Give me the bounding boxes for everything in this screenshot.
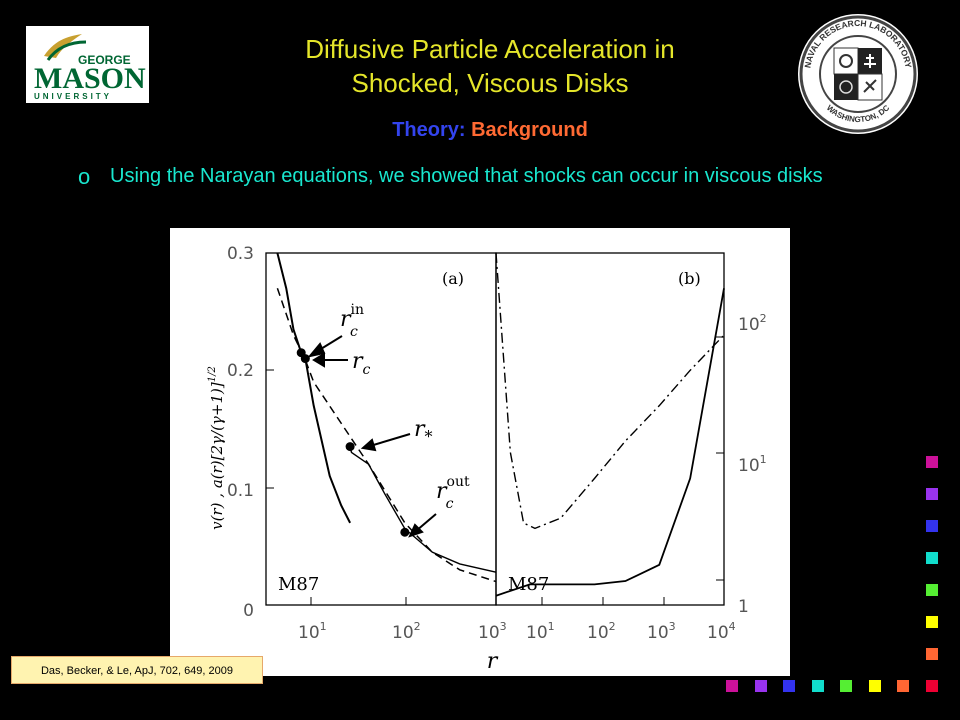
x-tick-b-1000: 103 — [647, 620, 676, 643]
x-tick-a-1000: 103 — [478, 620, 507, 643]
rc-out-sub: c — [446, 496, 454, 512]
nav-square-right-6[interactable] — [926, 616, 938, 628]
right-tick-10: 101 — [738, 453, 767, 476]
x-tick-b-10: 101 — [526, 620, 555, 643]
y-tick-0-2: 0.2 — [227, 361, 254, 381]
panel-a-name: M87 — [278, 574, 319, 595]
critical-point-3 — [345, 442, 355, 452]
nav-square-bottom-8[interactable] — [925, 680, 938, 692]
nav-square-right-7[interactable] — [926, 648, 938, 660]
y-axis-label: v(r) , a(r)[2γ/(γ+1)]1/2 — [207, 366, 226, 530]
rc-in-label: rin c — [340, 302, 364, 340]
panel-a-series-3 — [276, 287, 497, 583]
slide-subtitle: Theory: Background — [160, 119, 820, 142]
right-tick-100: 102 — [738, 312, 767, 335]
nav-square-right-2[interactable] — [926, 488, 938, 500]
critical-point-2 — [300, 354, 310, 364]
nav-square-bottom-5[interactable] — [840, 680, 852, 692]
x-tick-b-100: 102 — [587, 620, 616, 643]
x-tick-a-1000-exp: 3 — [500, 620, 507, 633]
r-star-arrow — [369, 433, 411, 447]
x-tick-a-10: 101 — [298, 620, 327, 643]
slide-title: Diffusive Particle Acceleration in Shock… — [160, 32, 820, 100]
panel-b-label: (b) — [678, 269, 701, 288]
x-tick-a-100: 102 — [392, 620, 421, 643]
logo-george-text: GEORGE — [78, 53, 131, 67]
rc-out-sup: out — [447, 474, 470, 490]
title-line-2: Shocked, Viscous Disks — [351, 68, 629, 98]
nav-square-bottom-6[interactable] — [868, 680, 881, 692]
right-tick-100-exp: 2 — [760, 312, 767, 325]
y-axis-label-exp: 1/2 — [207, 366, 218, 382]
george-mason-logo: GEORGE MASON UNIVERSITY — [26, 26, 149, 103]
rc-in-arrowhead — [307, 342, 326, 358]
y-tick-0-1: 0.1 — [227, 481, 254, 501]
r-star-label: r* — [414, 417, 433, 446]
x-tick-b-1000-exp: 3 — [669, 620, 676, 633]
r-star-sub: * — [425, 427, 433, 446]
panel-a-series-1 — [276, 252, 351, 524]
y-tick-0-3: 0.3 — [227, 244, 254, 264]
panel-b-frame — [495, 252, 725, 606]
subtitle-part-2: Background — [471, 119, 588, 141]
bullet-text: Using the Narayan equations, we showed t… — [110, 165, 823, 187]
x-tick-a-10-exp: 1 — [320, 620, 327, 633]
panel-a-label: (a) — [442, 269, 464, 288]
panel-b-series-1 — [495, 288, 725, 597]
nav-square-right-3[interactable] — [926, 520, 938, 532]
rc-label: rc — [352, 349, 371, 378]
logo-university-text: UNIVERSITY — [34, 92, 112, 101]
rc-in-sub: c — [350, 324, 358, 340]
x-tick-b-10-exp: 1 — [548, 620, 555, 633]
nav-square-bottom-2[interactable] — [754, 680, 767, 692]
logo-mason-text: MASON — [34, 62, 146, 95]
panel-b-series-2 — [495, 252, 725, 530]
rc-arrowhead — [312, 352, 325, 368]
rc-out-arrowhead — [408, 523, 424, 538]
rc-out-label: rout c — [436, 474, 470, 512]
plot-figure: 0.3 0.2 0.1 0 102 101 1 101 102 103 101 … — [170, 228, 790, 676]
nav-square-bottom-4[interactable] — [811, 680, 824, 692]
rc-sub: c — [363, 362, 371, 378]
right-tick-10-exp: 1 — [760, 453, 767, 466]
citation-box: Das, Becker, & Le, ApJ, 702, 649, 2009 — [11, 656, 263, 684]
panel-a-frame — [265, 252, 497, 606]
x-tick-a-100-exp: 2 — [414, 620, 421, 633]
subtitle-part-1: Theory: — [392, 119, 466, 141]
nav-square-bottom-3[interactable] — [783, 680, 795, 692]
y-tick-0: 0 — [243, 601, 254, 621]
x-tick-b-100-exp: 2 — [609, 620, 616, 633]
title-line-1: Diffusive Particle Acceleration in — [305, 34, 675, 64]
critical-point-4 — [400, 527, 410, 537]
bullet-marker: o — [78, 164, 91, 189]
right-tick-1: 1 — [738, 597, 749, 617]
nav-square-right-4[interactable] — [926, 552, 938, 564]
r-star-arrowhead — [360, 438, 377, 452]
rc-in-sup: in — [351, 302, 365, 318]
nav-square-right-1[interactable] — [926, 456, 938, 468]
naval-research-laboratory-seal: NAVAL RESEARCH LABORATORY WASHINGTON, DC — [796, 12, 920, 136]
x-axis-label: r — [487, 649, 499, 674]
x-tick-b-10000: 104 — [707, 620, 736, 643]
nav-square-bottom-7[interactable] — [897, 680, 909, 692]
x-tick-b-10000-exp: 4 — [729, 620, 736, 633]
panel-a-series-2 — [349, 446, 497, 573]
nav-square-bottom-1[interactable] — [726, 680, 738, 692]
nav-square-right-5[interactable] — [926, 584, 938, 596]
